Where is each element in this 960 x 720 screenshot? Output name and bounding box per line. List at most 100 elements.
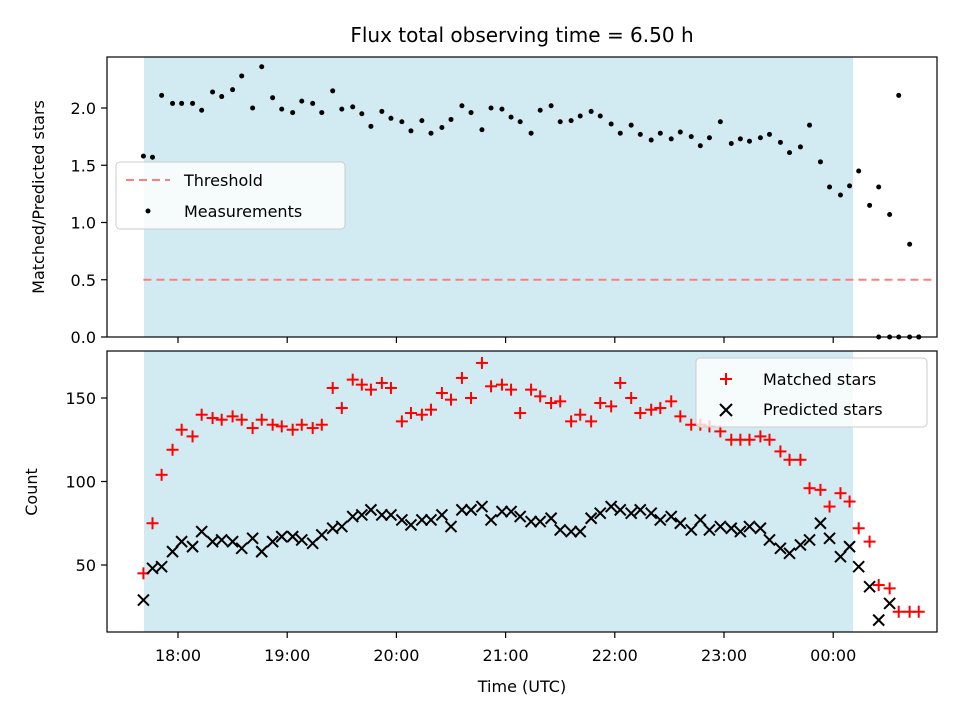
- predicted-star-marker: [275, 530, 288, 543]
- measurement-point: [250, 105, 256, 111]
- measurement-point: [668, 136, 674, 142]
- predicted-star-marker-b: [513, 510, 527, 523]
- measurement-point: [230, 87, 236, 93]
- measurement-point: [717, 119, 723, 125]
- predicted-star-marker: [415, 513, 429, 527]
- measurement-point: [479, 127, 485, 133]
- matched-star-marker: [574, 408, 587, 421]
- bottom-y-tick-label: 150: [65, 389, 96, 408]
- top-x-ticks: [177, 337, 834, 343]
- measurement-point: [797, 144, 803, 150]
- matched-star-marker: [743, 433, 756, 446]
- matched-star-marker: [364, 383, 377, 396]
- matched-star-marker: [674, 410, 687, 423]
- matched-star-marker: [175, 423, 188, 436]
- measurement-point: [270, 95, 276, 101]
- predicted-star-marker: [734, 525, 747, 538]
- matched-star-marker: [326, 381, 339, 394]
- predicted-star-marker-b: [484, 513, 498, 527]
- x-tick-label: 18:00: [155, 646, 201, 665]
- predicted-star-marker: [246, 532, 259, 545]
- predicted-star-marker-b: [714, 520, 727, 533]
- matched-star-marker: [415, 408, 428, 421]
- predicted-star-marker-b: [823, 532, 836, 545]
- matched-star-marker: [485, 380, 498, 393]
- matched-star-marker: [852, 522, 865, 535]
- bottom-subplot: 50 100 150 18:00 19:00 20:00 21:00 22:00 23:00 0…: [22, 350, 938, 696]
- matched-star-marker: [215, 413, 228, 426]
- predicted-star-marker: [266, 535, 279, 548]
- predicted-star-marker: [834, 550, 847, 563]
- predicted-star-marker: [783, 547, 796, 560]
- matched-star-marker: [315, 418, 328, 431]
- matched-star-marker: [843, 495, 856, 508]
- matched-star-marker: [665, 395, 678, 408]
- matched-star-marker: [565, 415, 578, 428]
- predicted-star-marker-b: [226, 535, 239, 548]
- matched-star-marker: [514, 407, 527, 420]
- measurement-point: [876, 184, 882, 190]
- predicted-star-marker: [475, 500, 489, 513]
- matched-star-marker: [525, 383, 538, 396]
- predicted-star-marker: [685, 523, 698, 537]
- matched-star-marker: [763, 433, 776, 446]
- matched-star-marker: [355, 378, 368, 391]
- predicted-star-marker: [226, 535, 239, 548]
- measurement-point: [657, 130, 663, 136]
- predicted-star-marker-b: [564, 525, 578, 538]
- measurement-point: [767, 131, 772, 137]
- measurement-point: [697, 143, 703, 149]
- measurement-point: [617, 130, 623, 136]
- matched-star-marker: [186, 430, 199, 443]
- matched-star-marker: [754, 430, 767, 443]
- predicted-star-marker-b: [644, 507, 658, 520]
- measurement-point: [468, 110, 474, 116]
- predicted-star-marker-b: [395, 513, 409, 527]
- predicted-star-marker: [814, 517, 827, 530]
- measurement-point: [817, 159, 823, 165]
- predicted-star-marker: [315, 528, 328, 542]
- matched-stars-points: [137, 356, 925, 618]
- predicted-star-marker-b: [286, 530, 299, 543]
- x-tick-label: 21:00: [483, 646, 529, 665]
- matched-star-marker: [912, 605, 925, 618]
- predicted-star-marker-b: [464, 503, 478, 517]
- predicted-star-marker-b: [435, 508, 449, 522]
- measurement-point: [359, 111, 365, 117]
- predicted-star-marker-b: [794, 538, 807, 552]
- bottom-legend: Matched stars Predicted stars: [695, 357, 928, 428]
- matched-star-marker: [495, 378, 508, 391]
- legend-measurements-swatch: [145, 208, 151, 214]
- matched-star-marker: [445, 393, 457, 406]
- measurement-point: [368, 123, 374, 129]
- predicted-star-marker: [137, 593, 150, 607]
- measurement-point: [837, 192, 843, 198]
- predicted-star-marker: [364, 503, 378, 517]
- matched-star-marker: [863, 535, 876, 548]
- matched-star-marker: [346, 373, 359, 386]
- legend-predicted-swatch: [719, 403, 733, 417]
- predicted-star-marker-b: [703, 523, 716, 537]
- predicted-star-marker-b: [834, 550, 847, 563]
- measurement-point: [279, 106, 285, 112]
- measurement-point: [170, 100, 176, 106]
- predicted-star-marker: [574, 525, 587, 538]
- predicted-star-marker: [674, 517, 687, 530]
- predicted-star-marker-b: [665, 510, 678, 523]
- x-tick-label: 00:00: [810, 646, 856, 665]
- matched-star-marker: [206, 412, 219, 425]
- predicted-star-marker-b: [186, 540, 199, 553]
- matched-star-marker: [834, 487, 847, 500]
- predicted-star-marker: [564, 525, 578, 538]
- predicted-star-marker: [743, 520, 756, 533]
- predicted-star-marker-b: [495, 505, 509, 518]
- predicted-star-marker-b: [624, 507, 638, 520]
- predicted-star-marker-b: [246, 532, 259, 545]
- predicted-star-marker-b: [725, 522, 738, 535]
- matched-star-marker: [554, 395, 567, 408]
- predicted-star-marker: [435, 508, 449, 522]
- measurement-point: [648, 137, 654, 143]
- predicted-star-marker: [195, 525, 208, 538]
- predicted-star-marker: [255, 545, 268, 558]
